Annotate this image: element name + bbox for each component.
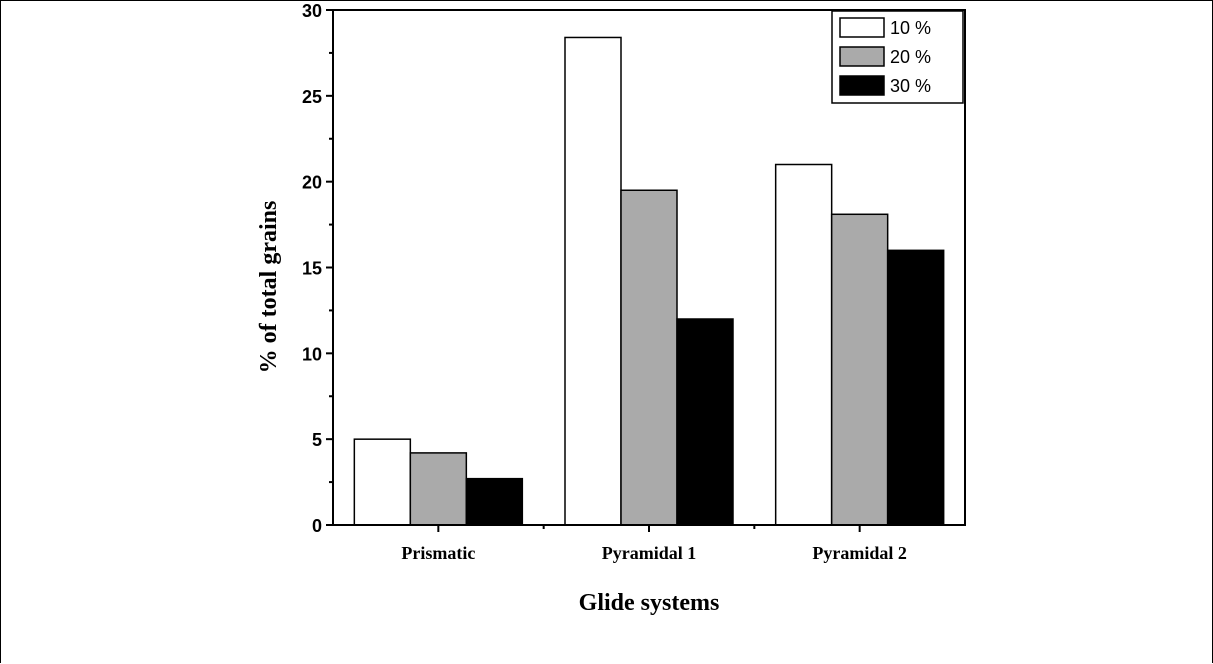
- y-tick-label: 15: [302, 259, 322, 279]
- y-tick-label: 30: [302, 1, 322, 21]
- y-tick-label: 20: [302, 173, 322, 193]
- y-tick-label: 5: [312, 430, 322, 450]
- bar-pyramidal-2-10: [774, 163, 833, 526]
- y-tick-label: 0: [312, 516, 322, 536]
- bar-pyramidal-1-30: [676, 318, 734, 526]
- bar-pyramidal-1-10: [564, 36, 622, 526]
- y-axis-title: % of total grains: [256, 201, 282, 374]
- legend-swatch: [839, 75, 885, 96]
- legend-swatch: [839, 17, 885, 38]
- x-tick-label: Prismatic: [401, 543, 475, 563]
- x-axis-title: Glide systems: [579, 590, 720, 616]
- y-tick-label: 25: [302, 87, 322, 107]
- bar-pyramidal-1-20: [620, 189, 678, 526]
- y-tick-label: 10: [302, 344, 322, 364]
- x-tick-label: Pyramidal 1: [602, 543, 697, 563]
- bar-prismatic-10: [353, 438, 412, 526]
- bar-pyramidal-2-20: [830, 213, 889, 526]
- x-tick-label: Pyramidal 2: [812, 543, 907, 563]
- bar-prismatic-20: [409, 452, 468, 526]
- x-axis-ticks: Prismatic Pyramidal 1 Pyramidal 2: [401, 525, 907, 563]
- bar-prismatic-30: [465, 477, 524, 526]
- bar-pyramidal-2-30: [886, 249, 945, 526]
- bars-group: [353, 36, 945, 526]
- legend: 10 % 20 % 30 %: [831, 10, 964, 104]
- y-axis-ticks: 0 5 10 15 20 25 30: [302, 1, 333, 536]
- legend-label: 10 %: [890, 18, 931, 38]
- legend-label: 20 %: [890, 47, 931, 67]
- legend-swatch: [839, 46, 885, 67]
- legend-label: 30 %: [890, 76, 931, 96]
